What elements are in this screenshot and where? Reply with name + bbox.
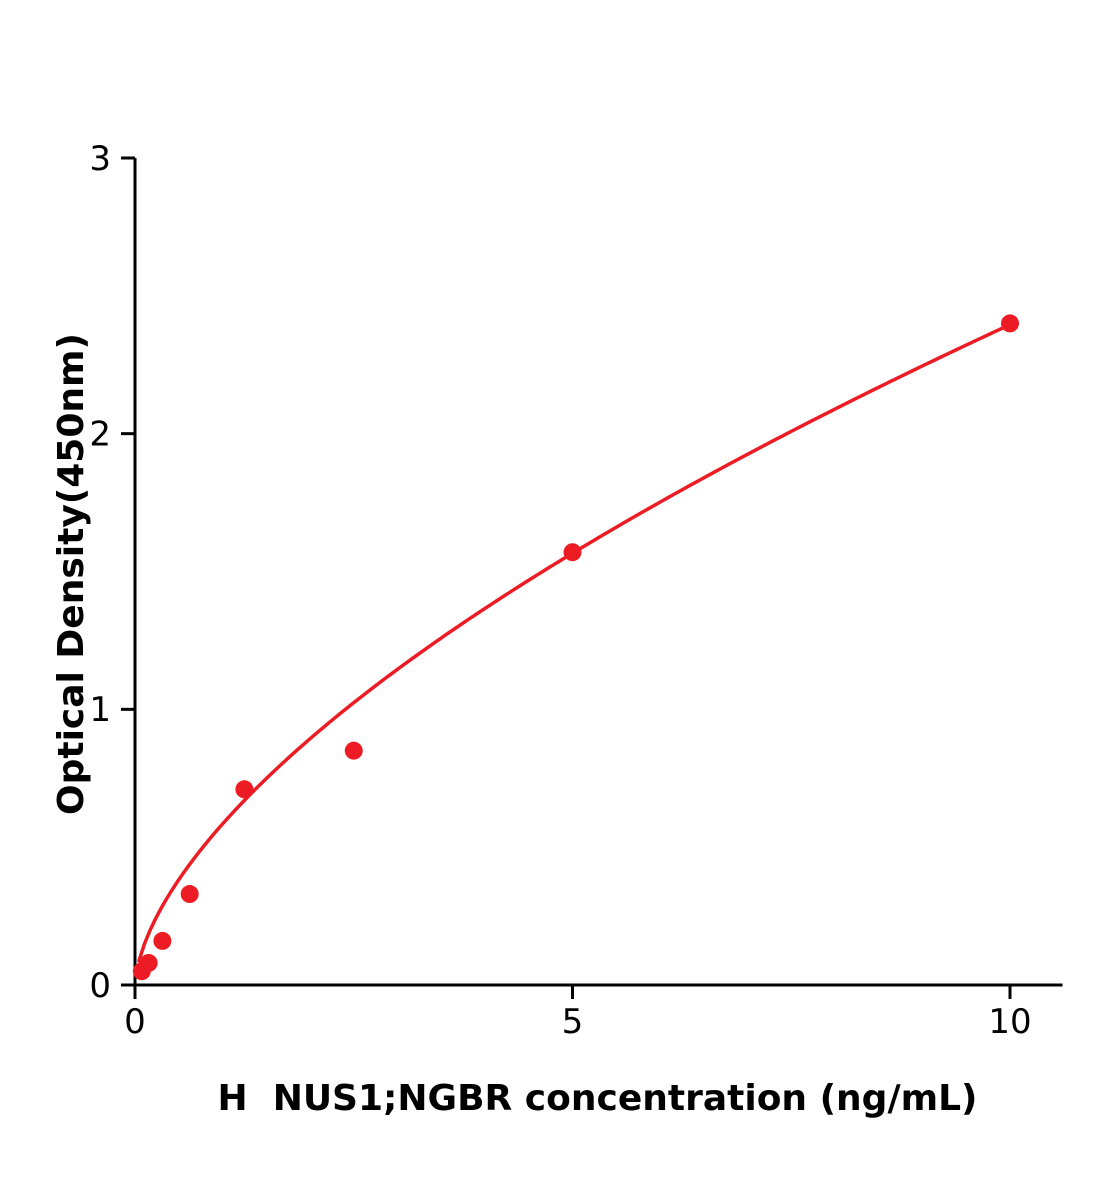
tick-labels: 0 5 10 0 1 2 3: [89, 139, 1031, 1042]
y-tick-label: 2: [89, 415, 111, 455]
data-point: [139, 953, 158, 972]
y-axis-title: Optical Density(450nm): [51, 333, 92, 815]
y-tick-label: 1: [89, 690, 111, 730]
y-tick-label: 0: [89, 966, 111, 1006]
x-tick-label: 5: [562, 1002, 584, 1042]
data-point: [180, 885, 199, 904]
data-point: [153, 931, 172, 950]
y-tick-label: 3: [89, 139, 111, 179]
data-point: [1001, 314, 1019, 333]
x-tick-label: 0: [124, 1002, 146, 1042]
fit-curve-line: [137, 322, 1012, 963]
data-points: [132, 314, 1019, 981]
data-point: [344, 741, 363, 760]
data-point: [235, 780, 254, 799]
x-axis-title: H NUS1;NGBR concentration (ng/mL): [217, 1078, 978, 1119]
x-tick-label: 10: [988, 1002, 1031, 1042]
axes: [121, 156, 1063, 999]
data-point: [563, 543, 582, 562]
